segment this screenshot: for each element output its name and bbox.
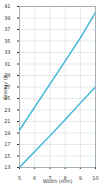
svg-text:37: 37: [4, 26, 10, 32]
svg-text:13: 13: [4, 164, 10, 170]
svg-text:17: 17: [4, 141, 10, 147]
svg-text:Energy (J): Energy (J): [2, 75, 9, 100]
svg-text:21: 21: [4, 118, 10, 124]
svg-text:39: 39: [4, 15, 10, 21]
svg-text:23: 23: [4, 107, 10, 113]
svg-text:35: 35: [4, 38, 10, 44]
svg-text:31: 31: [4, 61, 10, 67]
svg-text:5: 5: [18, 175, 21, 181]
svg-text:33: 33: [4, 49, 10, 55]
svg-text:9: 9: [79, 175, 82, 181]
svg-text:41: 41: [4, 3, 10, 9]
svg-text:6: 6: [33, 175, 36, 181]
svg-text:10: 10: [92, 175, 98, 181]
svg-text:15: 15: [4, 153, 10, 159]
svg-text:Width (mm): Width (mm): [43, 178, 73, 184]
svg-text:19: 19: [4, 130, 10, 136]
